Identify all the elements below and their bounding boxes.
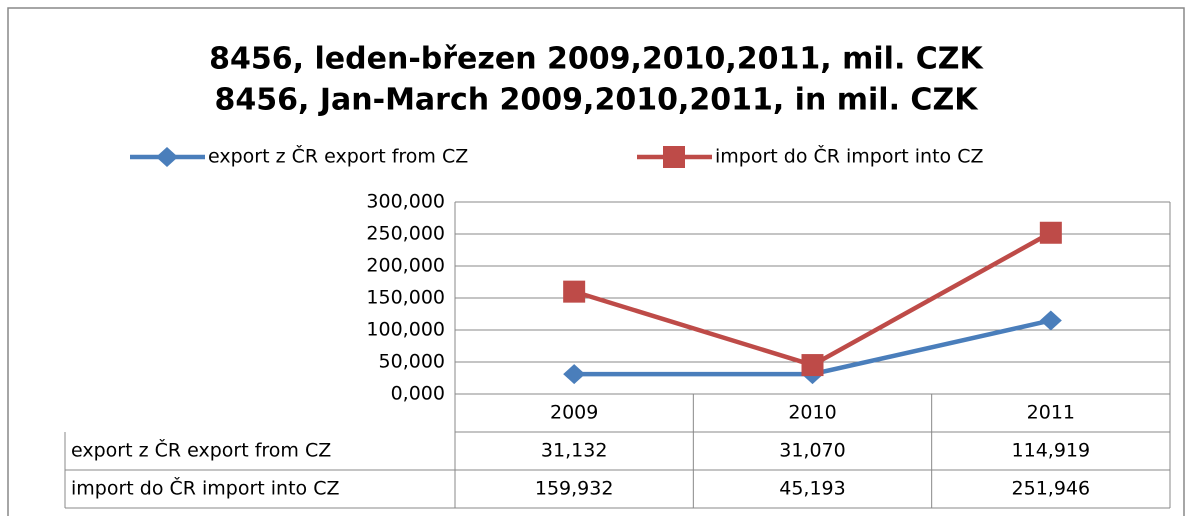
table-cell: 31,070 [779, 440, 845, 462]
y-tick-label: 300,000 [366, 191, 445, 213]
x-tick-label: 2009 [550, 402, 598, 424]
chart-title: 8456, leden-březen 2009,2010,2011, mil. … [209, 42, 984, 77]
table-cell: 45,193 [779, 478, 845, 500]
marker [1039, 310, 1062, 331]
y-tick-label: 100,000 [366, 319, 445, 341]
y-tick-label: 50,000 [379, 351, 445, 373]
y-tick-label: 150,000 [366, 287, 445, 309]
y-tick-label: 250,000 [366, 223, 445, 245]
marker [563, 280, 586, 303]
table-cell: 251,946 [1012, 478, 1091, 500]
marker [1039, 221, 1062, 244]
y-tick-label: 200,000 [366, 255, 445, 277]
x-tick-label: 2011 [1027, 402, 1075, 424]
legend-label: export z ČR export from CZ [208, 144, 468, 168]
legend-label: import do ČR import into CZ [715, 144, 984, 168]
marker [563, 364, 586, 385]
table-cell: 31,132 [541, 440, 607, 462]
table-row-label: export z ČR export from CZ [71, 438, 331, 462]
marker [801, 354, 824, 377]
x-tick-label: 2010 [788, 402, 836, 424]
marker [156, 147, 178, 167]
table-cell: 114,919 [1012, 440, 1091, 462]
table-row-label: import do ČR import into CZ [71, 476, 340, 500]
chart-subtitle: 8456, Jan-March 2009,2010,2011, in mil. … [215, 83, 980, 118]
marker [663, 146, 685, 168]
chart-frame [7, 7, 1185, 516]
y-tick-label: 0,000 [391, 383, 445, 405]
table-cell: 159,932 [535, 478, 614, 500]
